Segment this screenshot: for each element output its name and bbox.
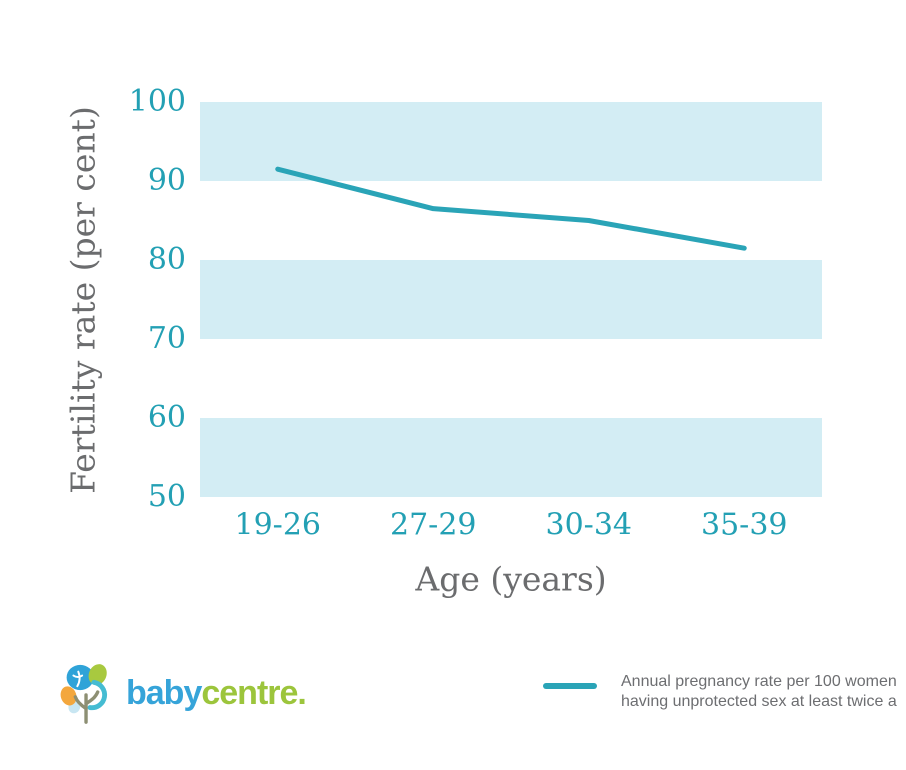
wordmark-centre: centre	[201, 674, 298, 712]
y-tick-label: 60	[147, 399, 186, 435]
x-tick-label: 35-39	[701, 507, 788, 543]
plot-band	[200, 102, 822, 181]
legend-label-line2: having unprotected sex at least twice a	[621, 693, 897, 710]
legend-label-line1: Annual pregnancy rate per 100 women	[621, 673, 897, 690]
y-tick-label: 100	[128, 83, 186, 119]
plot-band	[200, 260, 822, 339]
data-line-svg	[275, 166, 747, 251]
legend-line-swatch	[543, 683, 597, 689]
plot-band	[200, 418, 822, 497]
y-tick-label: 70	[147, 320, 186, 356]
x-tick-label: 19-26	[234, 507, 321, 543]
wordmark-period: .	[297, 674, 307, 712]
y-tick-label: 50	[147, 478, 186, 514]
legend: Annual pregnancy rate per 100 women havi…	[543, 672, 897, 712]
wordmark-baby: baby	[126, 674, 202, 712]
babycentre-logo: babycentre.	[54, 658, 307, 728]
x-tick-label: 27-29	[390, 507, 477, 543]
babycentre-wordmark: babycentre.	[126, 660, 307, 726]
legend-label: Annual pregnancy rate per 100 women havi…	[621, 672, 897, 712]
x-axis-title: Age (years)	[415, 559, 607, 599]
data-line	[275, 166, 747, 251]
babycentre-tree-icon	[60, 664, 108, 724]
plot-area	[200, 102, 822, 497]
y-tick-label: 90	[147, 162, 186, 198]
x-tick-label: 30-34	[545, 507, 632, 543]
y-tick-label: 80	[147, 241, 186, 277]
